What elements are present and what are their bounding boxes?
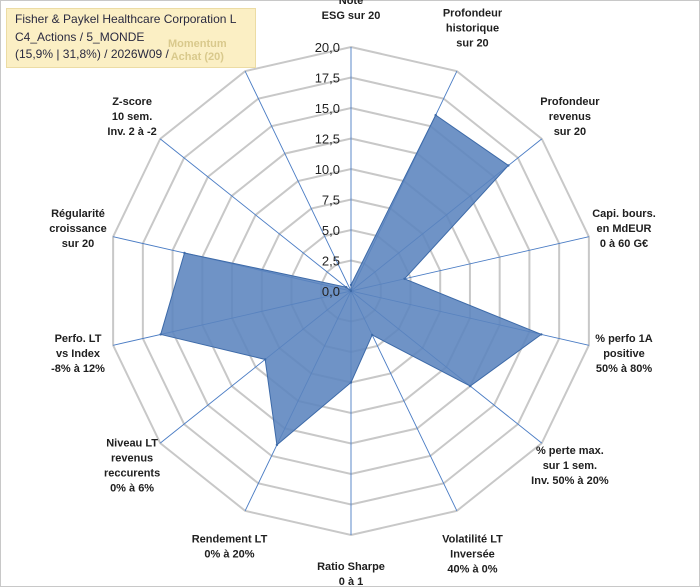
series-point-6 (370, 333, 374, 337)
axis-label-3-line-2: 0 à 60 G€ (600, 238, 648, 250)
axis-label-5-line-1: sur 1 sem. (543, 460, 597, 472)
axis-label-9-line-0: Niveau LT (106, 438, 158, 450)
axis-label-10-line-0: Perfo. LT (55, 333, 102, 345)
axis-label-10-line-2: -8% à 12% (51, 363, 105, 375)
axis-label-1-line-0: Profondeur (443, 8, 503, 20)
series-point-13 (349, 289, 353, 293)
axis-label-8-line-0: Rendement LT (192, 533, 268, 545)
series-point-11 (183, 251, 186, 255)
axis-label-3: Capi. bours. en MdEUR 0 à 60 G€ (592, 208, 656, 250)
series-point-7 (349, 381, 353, 384)
axis-label-2-line-0: Profondeur (540, 96, 600, 108)
axis-label-11-line-0: Régularité (51, 208, 105, 220)
chart-title-line-1: Fisher & Paykel Healthcare Corporation L (15, 12, 237, 26)
tick-label-4: 10,0 (315, 162, 340, 177)
axis-label-3-line-0: Capi. bours. (592, 208, 656, 220)
axis-label-2-line-1: revenus (549, 111, 591, 123)
radar-series (159, 113, 543, 447)
axis-label-4-line-2: 50% à 80% (596, 363, 652, 375)
series-point-0 (349, 283, 353, 287)
axis-label-12-line-1: 10 sem. (112, 111, 152, 123)
spoke-13 (244, 70, 352, 292)
axis-label-5-line-0: % perte max. (536, 445, 604, 457)
axis-label-6-line-0: Volatilité LT (442, 533, 503, 545)
series-point-9 (263, 358, 267, 361)
series-point-12 (345, 285, 348, 289)
axis-label-1-line-2: sur 20 (456, 38, 488, 50)
legend-line-2: Achat (20) (170, 51, 224, 63)
series-point-8 (275, 443, 279, 447)
axis-label-6: Volatilité LT Inversée 40% à 0% (442, 533, 503, 575)
axis-label-12-line-2: Inv. 2 à -2 (107, 126, 156, 138)
axis-label-3-line-1: en MdEUR (596, 223, 651, 235)
axis-label-0: Note ESG sur 20 (322, 0, 381, 22)
series-point-10 (159, 333, 162, 336)
chart-title-box: Fisher & Paykel Healthcare Corporation L… (6, 8, 256, 68)
axis-label-2-line-2: sur 20 (554, 126, 586, 138)
tick-label-7: 17,5 (315, 71, 340, 86)
tick-label-0: 0,0 (322, 284, 340, 299)
axis-label-0-line-0: Note (339, 0, 363, 7)
tick-label-2: 5,0 (322, 223, 340, 238)
axis-label-4: % perfo 1A positive 50% à 80% (595, 333, 653, 375)
axis-label-6-line-1: Inversée (450, 548, 495, 560)
axis-label-11: Régularité croissance sur 20 (49, 208, 106, 250)
axis-label-1: Profondeur historique sur 20 (443, 8, 503, 50)
axis-label-2: Profondeur revenus sur 20 (540, 96, 600, 138)
axis-label-5-line-2: Inv. 50% à 20% (531, 475, 609, 487)
spoke-12 (159, 138, 352, 292)
series-point-3 (403, 277, 406, 280)
series-point-4 (540, 333, 543, 336)
axis-label-11-line-2: sur 20 (62, 238, 94, 250)
legend-line-1: Momentum (168, 38, 227, 50)
tick-label-3: 7,5 (322, 193, 340, 208)
chart-title-line-3: (15,9% | 31,8%) / 2026W09 / (15, 47, 169, 61)
axis-label-5: % perte max. sur 1 sem. Inv. 50% à 20% (531, 445, 609, 487)
axis-label-1-line-1: historique (446, 23, 499, 35)
series-point-2 (507, 164, 510, 167)
axis-label-12: Z-score 10 sem. Inv. 2 à -2 (107, 96, 156, 138)
axis-label-6-line-2: 40% à 0% (447, 563, 497, 575)
axis-label-9-line-3: 0% à 6% (110, 483, 154, 495)
axis-label-12-line-0: Z-score (112, 96, 152, 108)
tick-label-6: 15,0 (315, 101, 340, 116)
axis-label-10: Perfo. LT vs Index -8% à 12% (51, 333, 105, 375)
axis-label-8-line-1: 0% à 20% (204, 548, 254, 560)
axis-label-9: Niveau LT revenus reccurents 0% à 6% (104, 438, 160, 495)
axis-label-4-line-0: % perfo 1A (595, 333, 653, 345)
axis-label-9-line-1: revenus (111, 453, 153, 465)
axis-label-0-line-1: ESG sur 20 (322, 10, 381, 22)
axis-label-9-line-2: reccurents (104, 468, 160, 480)
tick-label-5: 12,5 (315, 132, 340, 147)
axis-label-7-line-0: Ratio Sharpe (317, 561, 385, 573)
radar-axis-labels: Note ESG sur 20 Profondeur historique sur 20… (49, 0, 655, 587)
series-point-5 (469, 384, 472, 388)
axis-label-7-line-1: 0 à 1 (339, 576, 363, 587)
axis-label-4-line-1: positive (603, 348, 645, 360)
tick-label-8: 20,0 (315, 40, 340, 55)
series-point-1 (434, 113, 437, 117)
radar-tick-labels: 0,0 2,5 5,0 7,5 10,0 12,5 15,0 17,5 20,0 (315, 40, 340, 299)
chart-legend: Momentum Achat (20) (168, 38, 227, 64)
axis-label-11-line-1: croissance (49, 223, 106, 235)
axis-label-8: Rendement LT 0% à 20% (192, 533, 268, 560)
tick-label-1: 2,5 (322, 254, 340, 269)
axis-label-7: Ratio Sharpe 0 à 1 (317, 561, 385, 587)
axis-label-10-line-1: vs Index (56, 348, 101, 360)
chart-title-line-2: C4_Actions / 5_MONDE (15, 30, 145, 44)
